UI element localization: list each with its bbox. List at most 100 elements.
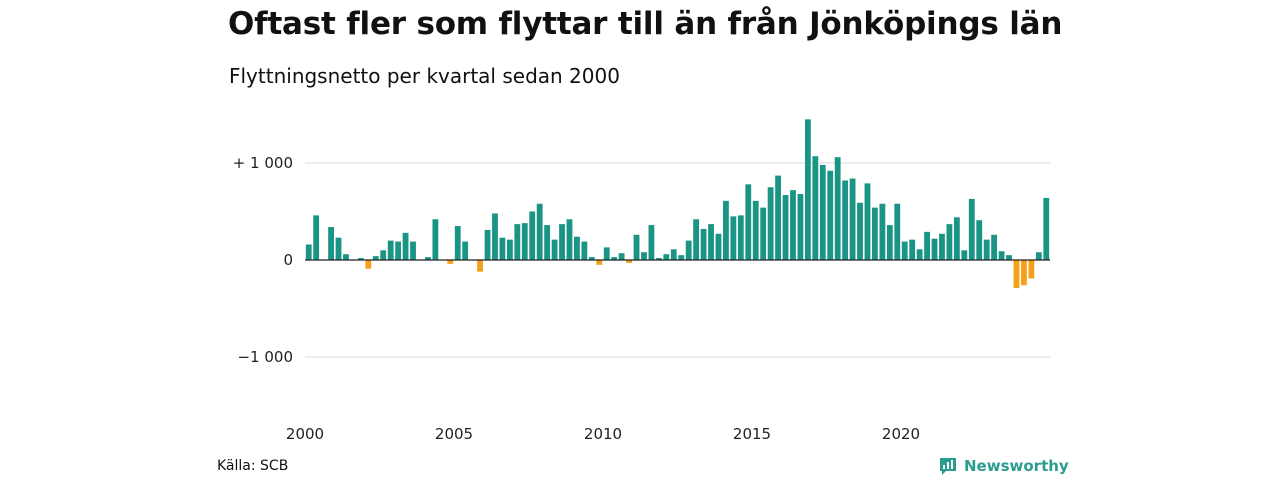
- bar: [454, 226, 461, 260]
- bar: [655, 258, 662, 260]
- bar: [521, 223, 528, 260]
- bar-chart-logo-icon: [938, 456, 958, 476]
- bar: [812, 156, 819, 260]
- bar: [804, 119, 811, 260]
- bar: [402, 232, 409, 260]
- bar: [857, 202, 863, 260]
- bar: [670, 249, 677, 260]
- bar: [506, 239, 513, 260]
- bar: [648, 225, 655, 260]
- bar: [529, 211, 536, 260]
- bar: [499, 237, 506, 260]
- bar: [611, 257, 618, 260]
- bar: [462, 241, 469, 260]
- bar: [596, 260, 603, 265]
- bar: [946, 224, 953, 260]
- bar: [767, 187, 774, 260]
- bar: [1013, 260, 1020, 289]
- x-tick-label: 2005: [435, 425, 473, 443]
- bar: [842, 180, 849, 260]
- bar: [953, 217, 960, 260]
- bar: [924, 231, 930, 260]
- bar: [313, 215, 320, 260]
- bar: [916, 249, 923, 260]
- bar: [909, 239, 916, 260]
- bar: [603, 247, 610, 260]
- bar: [641, 252, 647, 260]
- bar: [834, 157, 841, 260]
- bar: [976, 220, 983, 260]
- brand-name: Newsworthy: [964, 457, 1069, 475]
- chart-subtitle: Flyttningsnetto per kvartal sedan 2000: [229, 64, 620, 88]
- bar: [633, 234, 640, 260]
- x-tick-label: 2010: [584, 425, 622, 443]
- bar: [387, 240, 394, 260]
- bar: [328, 227, 334, 260]
- bar: [782, 195, 789, 260]
- bar: [723, 200, 729, 260]
- bar: [901, 241, 908, 260]
- bar: [492, 213, 498, 260]
- bar: [395, 241, 402, 260]
- bar: [566, 219, 573, 260]
- y-tick-label: + 1 000: [233, 154, 293, 172]
- bar: [693, 219, 700, 260]
- bar: [551, 239, 558, 260]
- bar: [886, 225, 893, 260]
- grid-layer: [305, 162, 1050, 358]
- bars-layer: [305, 119, 1050, 289]
- bar: [678, 255, 685, 260]
- bar: [685, 240, 692, 260]
- bar: [879, 203, 886, 260]
- bar: [305, 244, 312, 260]
- bar: [894, 203, 901, 260]
- source-label: Källa: SCB: [217, 458, 289, 474]
- brand-logo[interactable]: Newsworthy: [938, 456, 1069, 476]
- bar: [343, 254, 349, 260]
- bar: [939, 233, 945, 260]
- bar: [931, 238, 938, 260]
- bar: [536, 203, 543, 260]
- bar: [983, 239, 990, 260]
- bar: [626, 260, 632, 263]
- bar: [447, 260, 454, 264]
- y-tick-label: −1 000: [237, 348, 293, 366]
- bar: [872, 207, 878, 260]
- bar: [663, 254, 670, 260]
- bar: [961, 250, 968, 260]
- bar: [849, 178, 856, 260]
- bar: [1028, 260, 1035, 279]
- axis-layer: + 1 000 0 −1 000 2000 2005 2010 2015 2020: [233, 154, 1050, 443]
- bar: [968, 198, 975, 260]
- bar: [708, 224, 714, 260]
- x-tick-label: 2000: [286, 425, 324, 443]
- bar: [760, 207, 767, 260]
- bar: [357, 258, 364, 260]
- bar: [581, 241, 588, 260]
- bar: [410, 241, 416, 260]
- bar: [737, 215, 744, 260]
- bar: [574, 236, 580, 260]
- x-tick-label: 2015: [733, 425, 771, 443]
- bar: [715, 233, 722, 260]
- bar: [477, 260, 483, 272]
- bar: [514, 224, 521, 260]
- chart-title: Oftast fler som flyttar till än från Jön…: [228, 6, 1063, 42]
- bar: [752, 200, 759, 260]
- bar: [745, 184, 752, 260]
- y-tick-label: 0: [283, 251, 293, 269]
- bar: [1021, 260, 1027, 286]
- bar: [484, 229, 491, 260]
- bar: [372, 256, 379, 260]
- bar: [365, 260, 372, 269]
- bar: [1043, 197, 1050, 260]
- bar: [335, 237, 342, 260]
- bar: [827, 170, 834, 260]
- bar: [775, 175, 781, 260]
- bar: [790, 190, 796, 260]
- x-tick-label: 2020: [882, 425, 920, 443]
- bar: [432, 219, 439, 260]
- bar: [425, 257, 431, 260]
- bar: [864, 183, 871, 260]
